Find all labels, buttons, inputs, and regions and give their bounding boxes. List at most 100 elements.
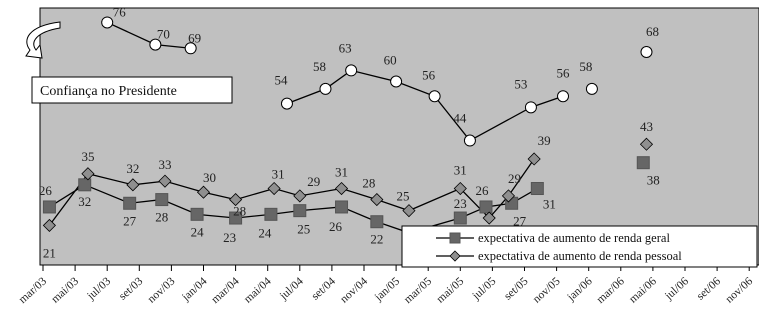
x-tick-label: jul/03 (84, 275, 113, 303)
data-label-pessoal: 31 (272, 167, 285, 182)
point-pessoal (42, 218, 56, 232)
callout-box (31, 76, 233, 104)
data-label-confianca: 56 (422, 67, 436, 82)
data-label-confianca: 60 (384, 53, 397, 68)
data-label-geral: 23 (223, 230, 236, 245)
data-label-geral: 38 (647, 173, 660, 188)
data-label-pessoal: 31 (454, 163, 467, 178)
data-label-geral: 27 (513, 213, 527, 228)
point-confianca (640, 45, 653, 58)
callout-text: Confiança no Presidente (40, 84, 177, 99)
data-label-confianca: 68 (646, 24, 659, 39)
point-pessoal (501, 189, 516, 203)
data-label-geral: 24 (191, 224, 205, 239)
data-labels: 76 70 69 54 58 63 60 56 44 53 56 58 68 26 32 27 28 24 23 24… (39, 4, 660, 260)
data-label-pessoal: 43 (640, 119, 653, 134)
point-confianca (149, 38, 162, 51)
data-label-pessoal: 32 (126, 161, 139, 176)
data-label-confianca: 76 (113, 4, 127, 19)
point-pessoal (267, 181, 281, 196)
x-tick-label: set/04 (309, 275, 338, 302)
x-tick-label: jan/06 (565, 275, 595, 304)
point-confianca (524, 101, 537, 114)
data-label-pessoal: 21 (43, 245, 56, 260)
plot-area (39, 7, 759, 266)
data-label-pessoal: 25 (396, 189, 409, 204)
data-label-pessoal: 28 (362, 176, 375, 191)
x-tick-label: mai/03 (49, 275, 81, 305)
point-pessoal (196, 185, 211, 199)
point-confianca (428, 90, 441, 103)
data-label-confianca: 63 (339, 40, 352, 55)
x-tick-label: jul/06 (662, 275, 691, 303)
x-tick-label: nov/06 (723, 275, 755, 305)
data-label-geral: 32 (78, 194, 91, 209)
x-tick-label: jan/05 (372, 275, 402, 304)
x-tick-label: mai/04 (242, 275, 274, 305)
data-label-geral: 26 (329, 219, 343, 234)
data-label-pessoal: 28 (233, 204, 246, 219)
point-confianca (390, 75, 403, 88)
data-label-confianca: 58 (579, 59, 592, 74)
data-label-confianca: 70 (157, 27, 170, 42)
x-tick-label: nov/05 (531, 275, 563, 305)
data-label-geral: 22 (370, 232, 383, 247)
legend-label-pessoal: expectativa de aumento de renda pessoal (478, 249, 682, 263)
x-tick-label: mar/03 (17, 275, 49, 306)
point-confianca (557, 90, 570, 103)
point-pessoal (293, 189, 307, 203)
point-geral (123, 196, 137, 210)
x-tick-label: mai/06 (627, 275, 659, 305)
x-tick-label: nov/03 (146, 275, 178, 305)
point-geral (335, 200, 349, 214)
x-tick-label: set/03 (117, 275, 146, 302)
point-pessoal (482, 211, 496, 225)
point-pessoal (453, 181, 467, 196)
x-tick-label: jul/05 (470, 275, 499, 303)
data-label-geral: 26 (475, 183, 489, 198)
series-markers (42, 16, 654, 240)
point-pessoal (126, 178, 140, 192)
point-pessoal (334, 181, 349, 196)
legend-label-geral: expectativa de aumento de renda geral (478, 231, 670, 245)
x-tick-label: jan/04 (179, 275, 209, 304)
x-tick-label: mar/04 (209, 275, 241, 306)
callout-arrow-icon (25, 21, 61, 59)
point-pessoal (81, 167, 95, 181)
data-label-geral: 23 (454, 196, 467, 211)
point-geral (293, 204, 307, 218)
data-label-pessoal: 33 (158, 157, 171, 172)
legend: expectativa de aumento de renda geral ex… (401, 225, 758, 268)
x-tick-label: set/06 (695, 275, 724, 302)
legend-entry-pessoal: expectativa de aumento de renda pessoal (436, 249, 682, 263)
point-pessoal (370, 193, 384, 207)
data-label-confianca: 44 (453, 111, 467, 126)
data-label-pessoal: 29 (307, 174, 320, 189)
x-tick-label: nov/04 (338, 275, 370, 305)
point-geral (155, 193, 169, 207)
legend-marker-diamond (449, 250, 461, 262)
point-confianca (585, 82, 598, 95)
x-axis: mar/03 mai/03 jul/03 set/03 nov/03 jan/04 mar/… (17, 265, 755, 306)
callout-annotation: Confiança no Presidente (25, 21, 233, 104)
point-confianca (184, 42, 197, 55)
data-label-pessoal: 29 (508, 171, 521, 186)
x-tick-label: mar/06 (595, 275, 627, 306)
point-geral (42, 200, 56, 214)
x-tick-label: jul/04 (277, 275, 306, 303)
point-pessoal (158, 174, 172, 188)
x-tick-label: mar/05 (402, 275, 434, 306)
data-label-confianca: 56 (557, 65, 571, 80)
data-label-confianca: 53 (514, 76, 527, 91)
point-pessoal (639, 137, 654, 151)
point-confianca (345, 64, 358, 77)
data-label-geral: 25 (297, 222, 310, 237)
data-label-pessoal: 39 (538, 133, 551, 148)
point-geral (78, 178, 92, 192)
data-label-geral: 31 (543, 197, 556, 212)
point-pessoal (402, 204, 416, 218)
point-confianca (319, 82, 332, 95)
data-label-pessoal: 35 (81, 149, 94, 164)
data-label-confianca: 69 (188, 30, 201, 45)
